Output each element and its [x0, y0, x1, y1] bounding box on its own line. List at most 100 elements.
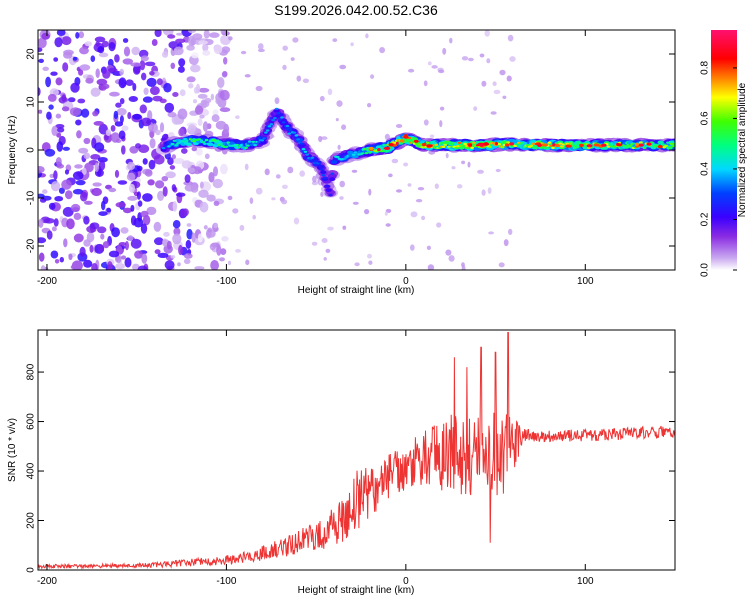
spectrogram-noise-blob [127, 112, 132, 120]
spectrogram-noise-blob [339, 64, 347, 70]
spectrogram-noise-blob [421, 215, 426, 221]
spectrogram-noise-blob [135, 143, 142, 149]
spectrogram-noise-blob [38, 237, 47, 244]
spectrogram-noise-blob [239, 224, 245, 231]
x-tick-label: 100 [577, 576, 594, 587]
spectrogram-noise-blob [51, 125, 58, 136]
spectrogram-peak-point [468, 143, 473, 147]
spectrogram-noise-blob [98, 52, 109, 58]
spectrogram-noise-blob [91, 263, 98, 270]
spectrogram-ridge-point [183, 137, 187, 141]
spectrogram-ridge-point [335, 155, 340, 159]
spectrogram-ridge-point [215, 139, 220, 142]
spectrogram-noise-blob [213, 44, 223, 55]
spectrogram-noise-blob [80, 191, 88, 202]
spectrogram-noise-blob [186, 223, 192, 227]
spectrogram-noise-blob [410, 244, 415, 251]
spectrogram-noise-blob [141, 72, 147, 81]
spectrogram-noise-blob [161, 176, 169, 182]
colorbar-ticks: 0.0 0.2 0.4 0.6 0.8 [700, 61, 737, 277]
spectrogram-noise-blob [172, 92, 179, 97]
spectrogram-noise-blob [38, 58, 44, 64]
spectrogram-noise-blob [197, 118, 203, 126]
spectrogram-noise-blob [208, 172, 215, 183]
spectrogram-ridge-point [551, 146, 555, 150]
spectrogram-noise-blob [151, 39, 158, 46]
spectrogram-noise-blob [77, 98, 86, 104]
spectrogram-marks [38, 30, 675, 270]
spectrogram-noise-blob [114, 121, 124, 127]
spectrogram-noise-blob [62, 146, 70, 151]
spectrogram-noise-blob [137, 165, 143, 172]
colorbar-tick-label: 0.0 [700, 263, 711, 277]
spectrogram-ridge-point [246, 144, 250, 147]
spectrogram-ridge-point [286, 127, 293, 132]
spectrogram-peak-point [586, 144, 593, 148]
spectrogram-noise-blob [282, 64, 287, 70]
spectrogram-ridge-point [273, 108, 280, 113]
spectrogram-peak-point [426, 144, 433, 148]
spectrogram-ridge-point [244, 146, 248, 149]
spectrogram-noise-blob [55, 77, 63, 86]
spectrogram-ridge-point [332, 160, 336, 163]
spectrogram-noise-blob [228, 36, 233, 41]
spectrogram-noise-blob [439, 120, 443, 128]
spectrogram-noise-blob [216, 245, 222, 256]
spectrogram-noise-blob [137, 265, 148, 270]
spectrogram-noise-blob [187, 167, 196, 173]
spectrogram-noise-blob [194, 266, 205, 270]
spectrogram-ridge-point [560, 145, 564, 148]
spectrogram-noise-blob [67, 97, 76, 103]
spectrogram-noise-blob [147, 179, 155, 186]
spectrogram-noise-blob [350, 42, 354, 47]
spectrogram-noise-blob [92, 182, 102, 187]
spectrogram-noise-blob [311, 241, 318, 246]
spectrogram-noise-blob [54, 196, 64, 202]
spectrogram-ridge-point [529, 144, 534, 147]
spectrogram-noise-blob [186, 44, 195, 51]
spectrogram-noise-blob [149, 71, 155, 76]
spectrogram-noise-blob [38, 252, 45, 262]
spectrogram-noise-blob [352, 201, 359, 205]
spectrogram-noise-blob [131, 46, 140, 56]
spectrogram-ridge-point [642, 146, 647, 150]
spectrogram-noise-blob [172, 201, 178, 212]
spectrogram-ridge-point [492, 142, 496, 145]
spectrogram-noise-blob [146, 77, 157, 87]
spectrogram-noise-blob [492, 81, 497, 86]
x-tick-label: 0 [403, 576, 409, 587]
spectrogram-peak-point [537, 143, 542, 147]
spectrogram-noise-blob [164, 260, 175, 270]
spectrogram-noise-blob [341, 124, 347, 130]
spectrogram-ridge-point [203, 142, 207, 145]
spectrogram-noise-blob [164, 102, 175, 113]
spectrogram-ridge-point [269, 123, 274, 126]
spectrogram-noise-blob [141, 253, 148, 264]
spectrogram-ridge-point [488, 145, 493, 148]
spectrogram-noise-blob [423, 119, 429, 126]
spectrogram-noise-blob [79, 46, 89, 55]
spectrogram-noise-blob [168, 41, 179, 49]
spectrogram-noise-blob [58, 187, 65, 194]
spectrogram-noise-blob [176, 32, 183, 36]
spectrogram-noise-blob [484, 30, 490, 37]
spectrogram-noise-blob [105, 129, 112, 137]
spectrogram-noise-blob [336, 100, 343, 107]
spectrogram-noise-blob [188, 30, 196, 34]
spectrogram-noise-blob [53, 218, 59, 227]
snr-panel: -200 -100 0 100 0 200 400 600 800 Height of str… [7, 329, 676, 596]
spectrogram-peak-point [509, 142, 514, 146]
spectrogram-noise-blob [384, 211, 388, 216]
spectrogram-noise-blob [162, 186, 168, 197]
spectrogram-noise-blob [490, 111, 497, 115]
spectrogram-noise-blob [183, 258, 191, 265]
spectrogram-ridge-point [445, 142, 449, 145]
spectrogram-noise-blob [215, 120, 227, 130]
spectrogram-noise-blob [212, 178, 223, 189]
spectrogram-noise-blob [264, 168, 270, 176]
spectrogram-noise-blob [429, 134, 435, 138]
spectrogram-ridge-point [362, 148, 367, 151]
spectrogram-noise-blob [66, 218, 75, 230]
